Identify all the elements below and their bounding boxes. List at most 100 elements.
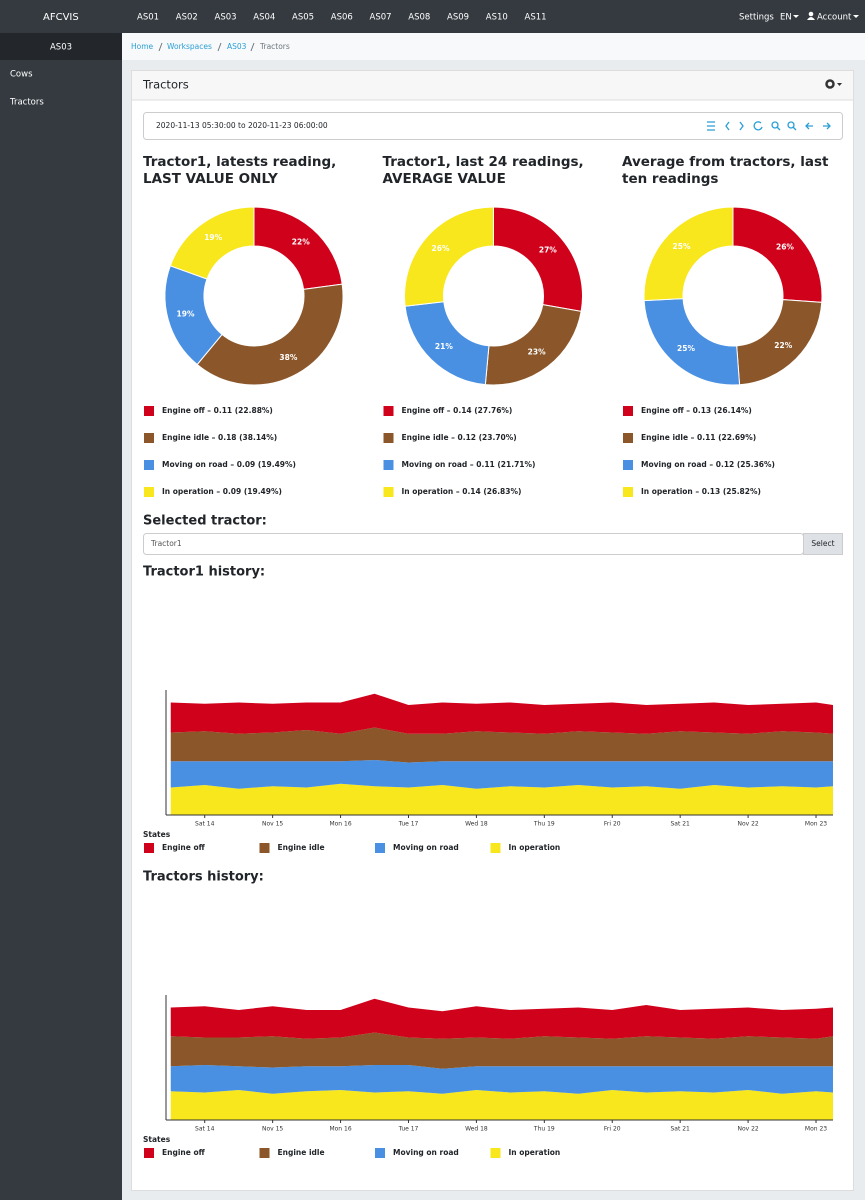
gear-icon[interactable]: [825, 79, 835, 89]
select-button[interactable]: [803, 533, 843, 555]
x-tick-label: Wed 18: [465, 1126, 488, 1133]
x-tick-label: Fri 20: [604, 821, 621, 828]
sidebar: [0, 33, 122, 1200]
x-tick-label: Fri 20: [604, 1126, 621, 1133]
nav-item[interactable]: AS07: [370, 13, 392, 23]
legend-label[interactable]: Moving on road: [393, 1148, 459, 1157]
chart-title: Average from tractors, last ten readings: [622, 154, 829, 187]
legend-label[interactable]: In operation – 0.09 (19.49%): [162, 487, 282, 496]
nav-item[interactable]: AS02: [176, 13, 198, 23]
legend-label[interactable]: Moving on road: [393, 843, 459, 852]
nav-item[interactable]: AS10: [486, 13, 508, 23]
legend-swatch: [144, 843, 154, 853]
separator: [158, 42, 163, 52]
slice-label: 26%: [432, 244, 450, 253]
separator: [250, 42, 255, 52]
slice-label: 19%: [177, 310, 195, 319]
tractor-input[interactable]: [143, 533, 804, 555]
slice-label: 22%: [774, 341, 792, 350]
legend-swatch: [623, 433, 633, 443]
area-series: [170, 760, 833, 789]
nav-item[interactable]: AS09: [447, 13, 469, 23]
slice-label: 25%: [673, 242, 691, 251]
caret: [853, 15, 859, 18]
tractor-input-value[interactable]: Tractor1: [150, 539, 182, 548]
slice-label: 38%: [279, 353, 297, 362]
toolbar-icons[interactable]: [707, 121, 831, 131]
x-tick-label: Mon 16: [329, 821, 351, 828]
legend-label[interactable]: Moving on road – 0.12 (25.36%): [641, 460, 775, 469]
lang-menu[interactable]: EN: [780, 13, 792, 23]
legend-swatch: [623, 460, 633, 470]
legend-label[interactable]: Engine idle: [278, 843, 325, 852]
breadcrumb-current: Tractors: [259, 42, 290, 51]
legend-label[interactable]: Engine idle: [278, 1148, 325, 1157]
breadcrumb-link[interactable]: Workspaces: [167, 42, 212, 51]
pie-slice: [643, 206, 734, 302]
legend-label[interactable]: Moving on road – 0.09 (19.49%): [162, 460, 296, 469]
chart-title: Tractor1, last 24 readings, AVERAGE VALU…: [382, 154, 584, 187]
slice-label: 23%: [528, 347, 546, 356]
section-title: Tractor1 history:: [143, 565, 265, 580]
slice-label: 27%: [539, 245, 557, 254]
legend-label[interactable]: Moving on road – 0.11 (21.71%): [402, 460, 536, 469]
legend-label[interactable]: Engine off – 0.14 (27.76%): [402, 406, 513, 415]
caret: [793, 15, 799, 18]
nav-item[interactable]: AS04: [253, 13, 275, 23]
x-tick-label: Thu 19: [533, 821, 555, 828]
legend-title: States: [143, 830, 171, 839]
nav-item[interactable]: AS06: [331, 13, 353, 23]
legend-swatch: [383, 406, 394, 416]
legend-swatch: [623, 487, 633, 497]
legend-label[interactable]: Engine idle – 0.11 (22.69%): [641, 433, 756, 442]
slice-label: 25%: [677, 344, 695, 353]
pie-slice: [732, 206, 823, 303]
x-tick-label: Tue 17: [398, 1126, 419, 1133]
legend-swatch: [144, 433, 154, 443]
area-series: [170, 727, 833, 763]
legend-title: States: [143, 1135, 171, 1144]
legend-swatch: [259, 1148, 270, 1158]
date-range[interactable]: 2020-11-13 05:30:00 to 2020-11-23 06:00:…: [156, 121, 328, 130]
legend-label[interactable]: Engine off – 0.11 (22.88%): [162, 406, 273, 415]
nav-item[interactable]: AS05: [292, 13, 314, 23]
legend-label[interactable]: Engine off: [162, 843, 206, 852]
breadcrumb-link[interactable]: Home: [131, 42, 154, 51]
legend-label[interactable]: In operation: [509, 1148, 561, 1157]
slice-label: 19%: [204, 233, 222, 242]
x-tick-label: Nov 22: [737, 1126, 758, 1133]
legend-swatch: [490, 1148, 501, 1158]
area-series: [170, 693, 833, 734]
nav-item[interactable]: AS11: [525, 13, 547, 23]
section-title: Tractors history:: [143, 870, 264, 885]
nav-item[interactable]: AS01: [137, 13, 159, 23]
user-icon: [807, 17, 815, 20]
legend-swatch: [383, 433, 394, 443]
legend-label[interactable]: Engine idle – 0.12 (23.70%): [402, 433, 517, 442]
legend-label[interactable]: In operation – 0.14 (26.83%): [402, 487, 522, 496]
area-series: [170, 998, 833, 1039]
sidebar-item[interactable]: Cows: [10, 70, 33, 80]
legend-label[interactable]: In operation: [509, 843, 561, 852]
account-menu[interactable]: Account: [817, 13, 852, 23]
area-series: [170, 1032, 833, 1069]
legend-label[interactable]: Engine off – 0.13 (26.14%): [641, 406, 752, 415]
workspace-name: AS03: [50, 43, 72, 53]
navbar: [0, 0, 865, 33]
nav-item[interactable]: AS03: [215, 13, 237, 23]
legend-label[interactable]: In operation – 0.13 (25.82%): [641, 487, 761, 496]
legend-label[interactable]: Engine idle – 0.18 (38.14%): [162, 433, 277, 442]
legend-swatch: [144, 406, 154, 416]
x-tick-label: Sat 21: [670, 1126, 690, 1133]
x-tick-label: Nov 15: [262, 1126, 283, 1133]
nav-item[interactable]: AS08: [408, 13, 430, 23]
breadcrumb-link[interactable]: AS03: [227, 42, 247, 51]
select-button-label[interactable]: Select: [811, 539, 834, 548]
sidebar-item[interactable]: Tractors: [9, 98, 44, 108]
brand[interactable]: AFCVIS: [43, 12, 79, 23]
card-header: [132, 71, 853, 100]
legend-label[interactable]: Engine off: [162, 1148, 206, 1157]
separator: [217, 42, 222, 52]
caret: [837, 83, 842, 86]
settings-link[interactable]: Settings: [739, 13, 774, 23]
